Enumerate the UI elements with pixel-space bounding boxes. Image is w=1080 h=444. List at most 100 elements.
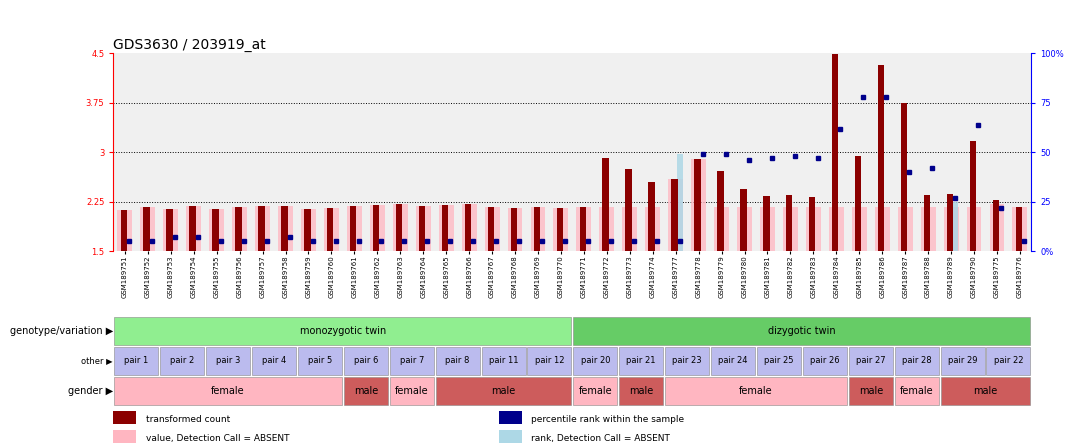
- Bar: [488, 207, 495, 251]
- Bar: [648, 182, 654, 251]
- Bar: [665, 347, 710, 375]
- Bar: [619, 377, 663, 405]
- Text: pair 29: pair 29: [948, 357, 977, 365]
- Text: GDS3630 / 203919_at: GDS3630 / 203919_at: [113, 38, 266, 52]
- Text: pair 11: pair 11: [489, 357, 518, 365]
- Bar: [894, 377, 939, 405]
- Bar: [114, 347, 159, 375]
- Bar: [806, 207, 821, 251]
- Bar: [901, 103, 907, 251]
- Bar: [390, 377, 434, 405]
- Bar: [849, 347, 893, 375]
- Bar: [920, 207, 935, 251]
- Text: pair 23: pair 23: [673, 357, 702, 365]
- Bar: [435, 377, 571, 405]
- Text: genotype/variation ▶: genotype/variation ▶: [10, 326, 113, 336]
- Bar: [676, 154, 683, 251]
- Bar: [499, 411, 522, 424]
- Bar: [786, 195, 793, 251]
- Text: pair 1: pair 1: [124, 357, 148, 365]
- Bar: [619, 347, 663, 375]
- Text: pair 22: pair 22: [994, 357, 1023, 365]
- Bar: [213, 209, 219, 251]
- Bar: [757, 347, 801, 375]
- Bar: [665, 377, 847, 405]
- Bar: [852, 207, 867, 251]
- Bar: [534, 207, 540, 251]
- Text: value, Detection Call = ABSENT: value, Detection Call = ABSENT: [146, 434, 289, 443]
- Bar: [235, 207, 242, 251]
- Bar: [210, 209, 225, 251]
- Bar: [527, 347, 571, 375]
- Bar: [416, 206, 431, 251]
- Text: pair 8: pair 8: [445, 357, 470, 365]
- Bar: [347, 206, 362, 251]
- Bar: [669, 178, 684, 251]
- Bar: [573, 347, 618, 375]
- Text: female: female: [900, 386, 933, 396]
- Bar: [258, 206, 265, 251]
- Bar: [396, 204, 403, 251]
- Bar: [849, 377, 893, 405]
- Bar: [691, 159, 706, 251]
- Bar: [438, 205, 454, 251]
- Bar: [419, 206, 426, 251]
- Bar: [573, 317, 1030, 345]
- Text: male: male: [491, 386, 515, 396]
- Text: female: female: [212, 386, 245, 396]
- Bar: [993, 201, 999, 251]
- Bar: [603, 158, 609, 251]
- Text: male: male: [630, 386, 653, 396]
- Bar: [802, 347, 847, 375]
- Bar: [951, 202, 958, 251]
- Text: pair 5: pair 5: [308, 357, 332, 365]
- Text: pair 7: pair 7: [400, 357, 424, 365]
- Bar: [281, 206, 287, 251]
- Text: dizygotic twin: dizygotic twin: [768, 326, 836, 336]
- Bar: [324, 208, 339, 251]
- Bar: [923, 195, 930, 251]
- Text: female: female: [739, 386, 773, 396]
- Text: pair 4: pair 4: [262, 357, 286, 365]
- Bar: [232, 207, 247, 251]
- Bar: [140, 207, 156, 251]
- Bar: [855, 155, 862, 251]
- Bar: [350, 206, 356, 251]
- Bar: [875, 207, 890, 251]
- Bar: [482, 347, 526, 375]
- Bar: [343, 347, 388, 375]
- Text: percentile rank within the sample: percentile rank within the sample: [531, 415, 685, 424]
- Bar: [967, 207, 982, 251]
- Text: pair 21: pair 21: [626, 357, 656, 365]
- Bar: [556, 208, 563, 251]
- Bar: [343, 377, 388, 405]
- Bar: [944, 207, 959, 251]
- Bar: [1015, 207, 1022, 251]
- Bar: [255, 206, 270, 251]
- Bar: [305, 209, 311, 251]
- Text: pair 26: pair 26: [810, 357, 839, 365]
- Bar: [206, 347, 251, 375]
- Bar: [163, 209, 178, 251]
- Text: female: female: [579, 386, 612, 396]
- Text: pair 2: pair 2: [171, 357, 194, 365]
- Bar: [989, 204, 1004, 251]
- Bar: [435, 347, 480, 375]
- Bar: [118, 210, 133, 251]
- Bar: [577, 207, 592, 251]
- Bar: [760, 207, 775, 251]
- Bar: [580, 207, 586, 251]
- Text: gender ▶: gender ▶: [68, 386, 113, 396]
- Bar: [941, 377, 1030, 405]
- Bar: [970, 141, 976, 251]
- Text: pair 12: pair 12: [535, 357, 564, 365]
- Text: pair 24: pair 24: [718, 357, 747, 365]
- Bar: [114, 377, 342, 405]
- Bar: [986, 347, 1030, 375]
- Bar: [711, 347, 755, 375]
- Text: pair 25: pair 25: [765, 357, 794, 365]
- Bar: [1012, 207, 1027, 251]
- Bar: [737, 207, 752, 251]
- Text: female: female: [395, 386, 429, 396]
- Bar: [553, 208, 568, 251]
